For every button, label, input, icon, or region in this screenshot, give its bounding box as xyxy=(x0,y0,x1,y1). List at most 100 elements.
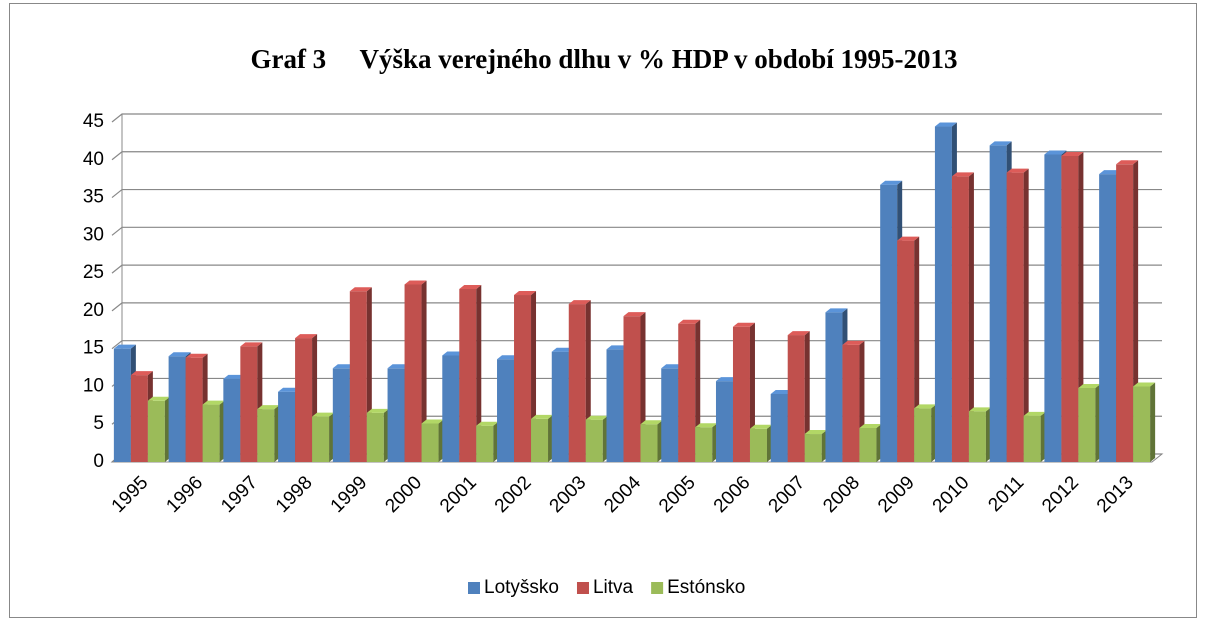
bar xyxy=(147,396,170,462)
bar-front xyxy=(223,378,241,462)
bar-top xyxy=(240,342,263,347)
bar xyxy=(640,420,663,462)
bar-top xyxy=(404,280,427,285)
bar-top xyxy=(168,352,191,357)
bar-top xyxy=(568,300,591,305)
bar-front xyxy=(842,344,860,462)
bar-top xyxy=(295,334,318,339)
bar-front xyxy=(897,240,915,462)
bar-front xyxy=(880,184,898,462)
bar xyxy=(312,412,335,462)
y-tick-label: 40 xyxy=(83,149,104,170)
legend-swatch xyxy=(576,582,589,594)
bar-front xyxy=(332,368,350,462)
bar-front xyxy=(623,316,641,462)
bar-front xyxy=(1116,164,1134,463)
bar xyxy=(202,400,225,462)
bar-top xyxy=(897,236,920,241)
bar-front xyxy=(551,351,569,462)
bar-top xyxy=(278,387,301,392)
grid-line xyxy=(111,264,1162,274)
grid-line xyxy=(111,340,1162,350)
bar xyxy=(1006,168,1029,462)
bar-top xyxy=(1133,382,1156,387)
bar-front xyxy=(1133,386,1151,462)
bar-front xyxy=(459,288,477,462)
bar-front xyxy=(404,284,422,462)
bar-front xyxy=(951,176,969,462)
bar-front xyxy=(1078,387,1096,462)
bar-front xyxy=(859,428,877,462)
bar-top xyxy=(732,322,755,327)
bar xyxy=(476,421,499,462)
legend-label: Litva xyxy=(593,577,634,598)
bar-front xyxy=(804,434,822,462)
grid-line xyxy=(111,113,1162,123)
legend-swatch xyxy=(651,582,664,594)
bar-side xyxy=(1078,152,1084,462)
bar-front xyxy=(421,423,439,462)
bar-front xyxy=(568,304,586,462)
bar-front xyxy=(585,419,603,462)
bar-front xyxy=(678,323,696,462)
bar-front xyxy=(185,357,203,462)
bar-front xyxy=(749,428,767,462)
bar-top xyxy=(185,353,208,358)
bar-front xyxy=(695,427,713,462)
bar-top xyxy=(606,345,629,350)
y-tick-label: 25 xyxy=(83,262,104,283)
legend-label: Estónsko xyxy=(667,577,745,598)
bar-top xyxy=(1061,152,1084,156)
bar-front xyxy=(968,411,986,462)
bar-top xyxy=(387,364,410,369)
bar xyxy=(257,405,280,462)
bar-top xyxy=(1116,160,1139,165)
bar xyxy=(1061,152,1084,462)
bar-front xyxy=(202,404,220,462)
bar xyxy=(366,408,389,462)
bar-top xyxy=(551,347,574,352)
bar-front xyxy=(113,348,131,462)
bar-top xyxy=(695,423,718,428)
bar-top xyxy=(770,390,793,394)
bar-top xyxy=(202,400,225,405)
bar-top xyxy=(147,396,170,401)
bar-top xyxy=(1006,168,1029,173)
bar-front xyxy=(295,338,313,462)
bar-front xyxy=(278,391,296,462)
bar-top xyxy=(257,405,280,410)
bar-front xyxy=(989,145,1007,462)
bar-top xyxy=(787,331,810,336)
bar-front xyxy=(1023,415,1041,462)
bar xyxy=(859,424,882,462)
bar-front xyxy=(531,418,549,462)
bar-front xyxy=(130,375,148,462)
legend-swatch xyxy=(468,582,480,594)
bar-front xyxy=(606,349,624,462)
bar-top xyxy=(804,430,827,435)
bar-front xyxy=(387,368,405,462)
y-tick-label: 35 xyxy=(83,187,104,208)
bar-front xyxy=(366,412,384,462)
bar-top xyxy=(640,420,663,425)
bar-side xyxy=(804,331,810,462)
bar-top xyxy=(514,291,537,296)
bar-top xyxy=(1044,150,1067,155)
bar-front xyxy=(257,409,275,462)
bar-top xyxy=(130,371,153,376)
bar xyxy=(749,424,772,462)
bar-front xyxy=(934,126,952,463)
bar-top xyxy=(842,340,865,345)
bar-top xyxy=(349,287,372,292)
y-tick-label: 15 xyxy=(83,338,104,359)
bar-top xyxy=(880,180,903,185)
y-tick-label: 0 xyxy=(93,451,104,472)
grid-line xyxy=(111,302,1162,312)
y-tick-label: 20 xyxy=(83,300,104,321)
bar-top xyxy=(623,312,646,317)
bar-top xyxy=(476,421,499,426)
bar-front xyxy=(168,356,186,462)
bar-top xyxy=(1078,383,1101,388)
bar xyxy=(585,415,608,462)
bar-front xyxy=(240,346,258,462)
